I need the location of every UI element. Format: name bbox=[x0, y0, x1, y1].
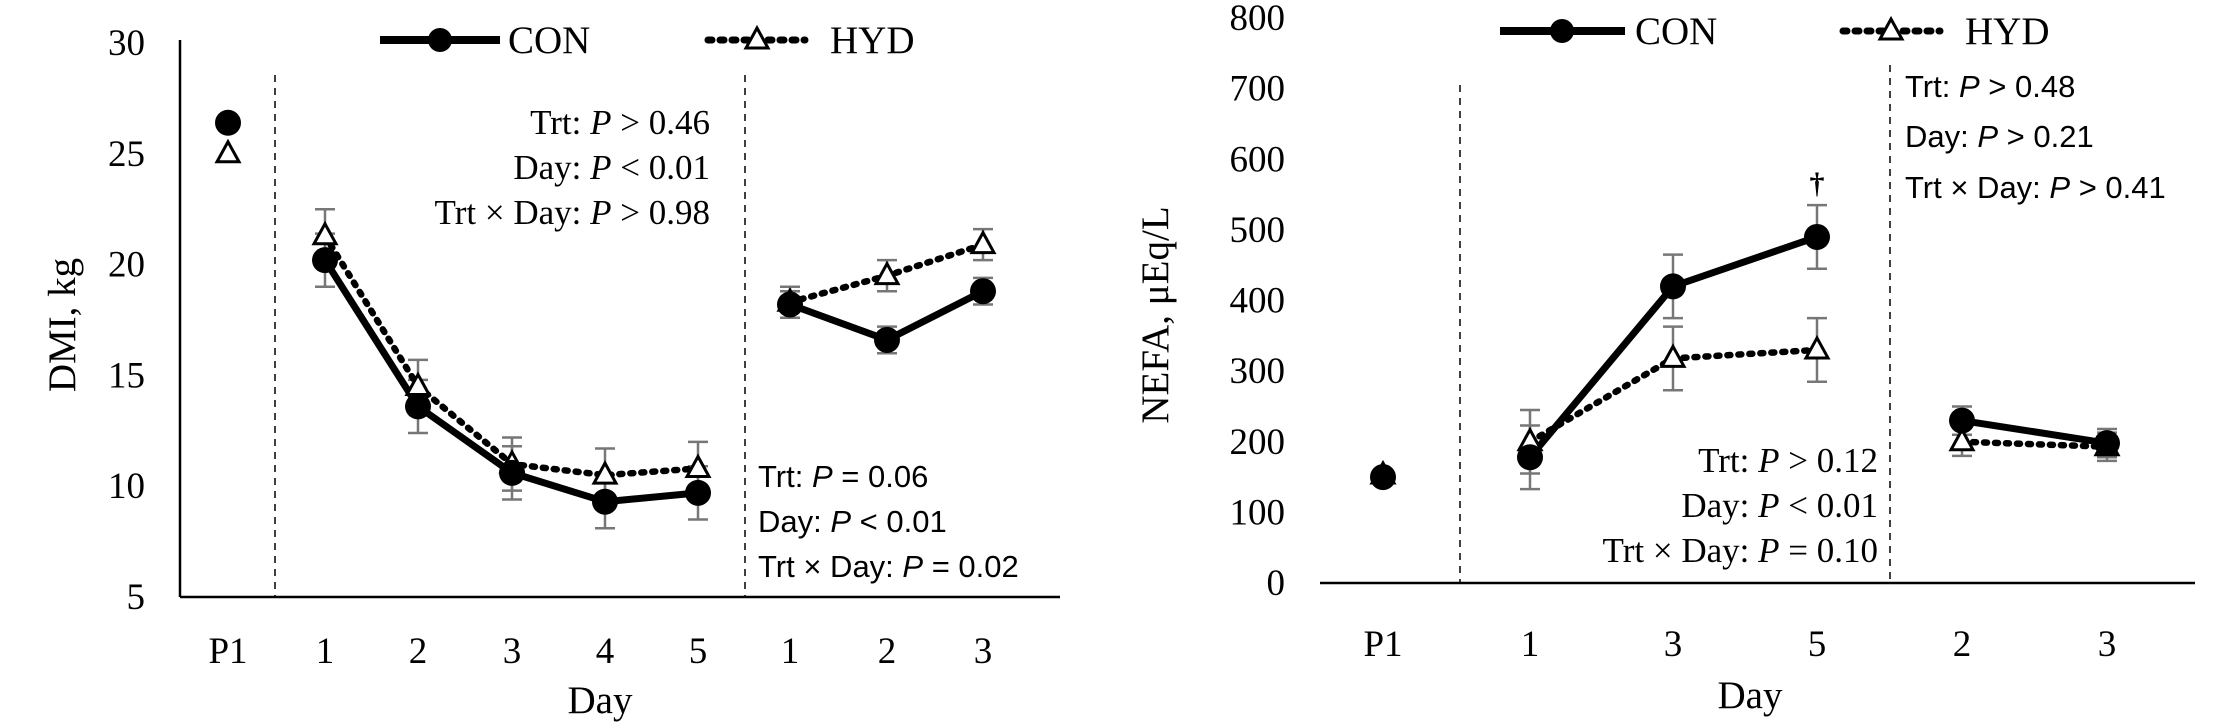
legend-hyd-marker bbox=[743, 24, 771, 50]
y-tick-label: 800 bbox=[1230, 0, 1286, 39]
chart-dmi-stat-day-2: Day: P < 0.01 bbox=[758, 504, 947, 539]
y-tick-label: 100 bbox=[1230, 492, 1286, 533]
chart-nefa-ylabel: NEFA, μEq/L bbox=[1134, 206, 1177, 423]
legend-hyd-label-2: HYD bbox=[1965, 10, 2050, 53]
chart-dmi-stat-interaction-1: Trt × Day: P > 0.98 bbox=[435, 193, 710, 232]
marker-hyd bbox=[684, 453, 712, 478]
marker-con bbox=[1949, 407, 1975, 434]
chart-dmi-stat-trt-2: Trt: P = 0.06 bbox=[758, 459, 928, 494]
marker-con bbox=[499, 459, 525, 486]
chart-nefa-stat-interaction-2: Trt × Day: P = 0.10 bbox=[1603, 531, 1878, 570]
x-tick-label: 5 bbox=[689, 631, 708, 672]
x-tick-label: 3 bbox=[1664, 624, 1683, 665]
marker-con bbox=[2094, 430, 2120, 457]
y-tick-label: 30 bbox=[108, 23, 145, 64]
marker-hyd bbox=[1803, 334, 1831, 360]
y-tick-label: 10 bbox=[108, 466, 145, 507]
chart-nefa-stat-trt-1: Trt: P > 0.48 bbox=[1905, 69, 2075, 104]
x-tick-label: P1 bbox=[208, 631, 247, 672]
x-tick-label: 1 bbox=[316, 631, 335, 672]
marker-con bbox=[685, 479, 711, 506]
chart-nefa-stat-day-1: Day: P > 0.21 bbox=[1905, 119, 2094, 154]
marker-con bbox=[1370, 464, 1396, 491]
chart-nefa-xlabel: Day bbox=[1718, 674, 1783, 717]
y-tick-label: 25 bbox=[108, 134, 145, 175]
marker-con bbox=[312, 247, 338, 274]
x-tick-label: 2 bbox=[409, 631, 428, 672]
chart-nefa-x-tick-labels: P1 1 3 5 2 3 bbox=[1363, 624, 2116, 665]
y-tick-label: 300 bbox=[1230, 351, 1286, 392]
chart-dmi-stat-day-1: Day: P < 0.01 bbox=[513, 148, 710, 187]
marker-con bbox=[874, 326, 900, 353]
marker-con bbox=[405, 393, 431, 420]
chart-nefa-dagger: † bbox=[1810, 167, 1825, 200]
marker-hyd bbox=[969, 229, 997, 255]
chart-nefa-stat-trt-2: Trt: P > 0.12 bbox=[1698, 441, 1878, 480]
legend-con-label: CON bbox=[508, 19, 590, 62]
marker-con bbox=[1517, 444, 1543, 471]
chart-dmi-ylabel: DMI, kg bbox=[41, 258, 84, 392]
legend-con-marker-2 bbox=[1550, 19, 1574, 43]
legend-con-marker bbox=[428, 28, 452, 52]
chart-dmi-legend: CON HYD bbox=[380, 19, 915, 62]
chart-nefa-markers bbox=[1369, 223, 2121, 491]
x-tick-label: 2 bbox=[878, 631, 897, 672]
chart-dmi-markers bbox=[214, 109, 997, 515]
chart-nefa: CON HYD NEFA, μEq/L Day 0 100 200 300 400 500… bbox=[1134, 0, 2195, 717]
y-tick-label: 5 bbox=[127, 577, 146, 618]
chart-nefa-y-tick-labels: 0 100 200 300 400 500 600 700 800 bbox=[1230, 0, 1286, 604]
marker-hyd bbox=[1948, 426, 1976, 452]
marker-hyd bbox=[1659, 343, 1687, 368]
chart-dmi-x-tick-labels: P1 1 2 3 4 5 1 2 3 bbox=[208, 631, 992, 672]
series-line-con bbox=[1961, 417, 2108, 447]
marker-con bbox=[970, 278, 996, 305]
chart-dmi-xlabel: Day bbox=[568, 679, 633, 722]
marker-con bbox=[592, 488, 618, 515]
chart-dmi-stat-interaction-2: Trt × Day: P = 0.02 bbox=[758, 549, 1019, 584]
y-tick-label: 700 bbox=[1230, 69, 1286, 110]
x-tick-label: 2 bbox=[1953, 624, 1972, 665]
marker-con bbox=[215, 109, 241, 136]
x-tick-label: 1 bbox=[1521, 624, 1540, 665]
x-tick-label: 3 bbox=[2098, 624, 2117, 665]
y-tick-label: 20 bbox=[108, 245, 145, 286]
marker-hyd bbox=[873, 260, 901, 286]
chart-dmi: CON HYD DMI, kg Day 5 10 15 20 25 30 P1 1 2 3 4 5 1… bbox=[41, 19, 1060, 722]
chart-dmi-stat-trt-1: Trt: P > 0.46 bbox=[530, 103, 710, 142]
y-tick-label: 200 bbox=[1230, 422, 1286, 463]
y-tick-label: 400 bbox=[1230, 281, 1286, 322]
marker-con bbox=[1804, 223, 1830, 250]
y-tick-label: 15 bbox=[108, 355, 145, 396]
x-tick-label: 3 bbox=[974, 631, 993, 672]
x-tick-label: 5 bbox=[1808, 624, 1827, 665]
legend-hyd-label: HYD bbox=[830, 19, 915, 62]
legend-con-label-2: CON bbox=[1635, 10, 1717, 53]
legend-hyd-marker-2 bbox=[1877, 15, 1905, 41]
marker-con bbox=[1660, 273, 1686, 300]
x-tick-label: 3 bbox=[503, 631, 522, 672]
marker-con bbox=[777, 291, 803, 318]
chart-dmi-y-tick-labels: 5 10 15 20 25 30 bbox=[108, 23, 145, 618]
y-tick-label: 600 bbox=[1230, 139, 1286, 180]
marker-hyd bbox=[591, 460, 619, 485]
x-tick-label: P1 bbox=[1363, 624, 1402, 665]
chart-nefa-stat-interaction-1: Trt × Day: P > 0.41 bbox=[1905, 170, 2166, 205]
chart-nefa-stat-day-2: Day: P < 0.01 bbox=[1681, 486, 1878, 525]
y-tick-label: 0 bbox=[1267, 563, 1286, 604]
marker-hyd bbox=[311, 220, 339, 246]
series-line-hyd bbox=[1958, 438, 2111, 450]
x-tick-label: 1 bbox=[781, 631, 800, 672]
chart-nefa-legend: CON HYD bbox=[1500, 10, 2050, 53]
y-tick-label: 500 bbox=[1230, 210, 1286, 251]
marker-hyd bbox=[214, 138, 242, 164]
x-tick-label: 4 bbox=[596, 631, 615, 672]
